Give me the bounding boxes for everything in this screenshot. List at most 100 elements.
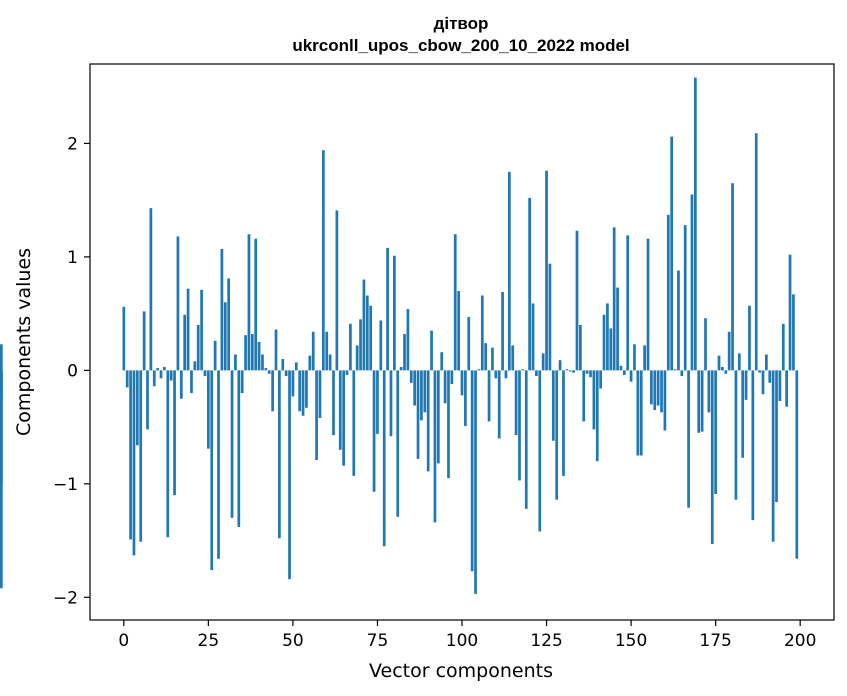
- bar: [264, 368, 268, 371]
- bar: [491, 347, 494, 371]
- bar: [721, 366, 724, 371]
- bar: [369, 305, 373, 371]
- bar: [504, 370, 508, 379]
- bar: [321, 150, 325, 371]
- bar: [196, 324, 200, 371]
- x-tick-label: 75: [367, 631, 389, 651]
- bar: [328, 354, 332, 371]
- bar: [551, 370, 555, 441]
- bar: [139, 370, 143, 542]
- bar: [213, 340, 217, 371]
- bar: [650, 370, 653, 405]
- bar: [284, 370, 288, 377]
- bar: [548, 263, 552, 371]
- bar: [423, 370, 427, 413]
- x-tick-label: 50: [282, 631, 304, 651]
- bar: [335, 210, 339, 371]
- bar: [629, 370, 633, 382]
- bar: [278, 370, 281, 539]
- bar: [602, 314, 606, 371]
- bar: [507, 171, 511, 371]
- bar: [528, 197, 531, 371]
- bar: [237, 370, 241, 527]
- bar: [142, 311, 146, 371]
- bar: [744, 370, 748, 400]
- x-tick-label: 200: [784, 631, 816, 651]
- bar: [683, 225, 687, 371]
- bar: [568, 370, 572, 372]
- bar: [207, 370, 210, 449]
- bar: [450, 370, 454, 384]
- bar: [261, 354, 264, 371]
- bar: [518, 370, 521, 481]
- bar: [291, 370, 295, 397]
- bar: [741, 370, 745, 458]
- bar: [345, 370, 349, 375]
- bar: [342, 370, 345, 466]
- bar: [765, 354, 768, 371]
- bar: [220, 248, 224, 371]
- bar: [355, 345, 359, 371]
- bar: [521, 369, 525, 371]
- y-tick-label: −2: [53, 588, 78, 608]
- bar: [558, 360, 562, 371]
- bar: [0, 370, 3, 589]
- bar: [501, 292, 504, 371]
- bar: [497, 370, 501, 439]
- bar: [697, 370, 701, 433]
- bar: [727, 331, 731, 371]
- bar: [680, 370, 684, 377]
- bar: [626, 235, 630, 371]
- bar: [426, 370, 430, 472]
- bar: [771, 370, 775, 542]
- bar: [332, 370, 335, 436]
- bar: [612, 227, 616, 371]
- x-axis-ticks: 0 25 50 75 100 125 150 175 200: [118, 620, 816, 651]
- y-axis-ticks: −2 −1 0 1 2: [53, 134, 90, 608]
- bar: [223, 302, 227, 371]
- bar: [247, 234, 251, 371]
- bar: [318, 370, 322, 419]
- bar: [646, 238, 650, 371]
- bar: [704, 318, 707, 371]
- x-tick-label: 100: [446, 631, 478, 651]
- bar: [460, 370, 464, 396]
- chart-subtitle: ukrconll_upos_cbow_200_10_2022 model: [292, 36, 629, 55]
- x-axis-label: Vector components: [369, 660, 553, 682]
- bar: [311, 331, 315, 371]
- bar: [352, 370, 356, 476]
- chart-title: дітвор: [434, 14, 489, 33]
- bar: [298, 370, 302, 412]
- bar: [393, 255, 396, 371]
- bar: [710, 370, 714, 544]
- bar: [751, 370, 755, 521]
- x-tick-label: 25: [198, 631, 220, 651]
- bar: [643, 345, 646, 371]
- y-tick-label: −1: [53, 475, 78, 495]
- bar: [494, 370, 498, 379]
- bar: [399, 366, 403, 371]
- bar: [301, 370, 305, 416]
- bar: [477, 369, 481, 371]
- bar: [636, 370, 640, 456]
- bar: [125, 370, 129, 388]
- bar: [288, 370, 291, 580]
- bar: [707, 370, 711, 413]
- bar: [622, 370, 626, 375]
- bar-series: [0, 77, 799, 594]
- bar: [538, 370, 542, 532]
- bar: [267, 370, 271, 374]
- bar: [403, 334, 406, 371]
- bar: [152, 370, 156, 387]
- bar: [406, 309, 410, 371]
- bar: [511, 345, 515, 371]
- bar: [135, 370, 139, 446]
- bar: [413, 370, 417, 406]
- y-tick-label: 1: [67, 248, 78, 268]
- bar: [440, 352, 444, 371]
- bar: [616, 287, 619, 371]
- y-tick-label: 0: [67, 361, 78, 381]
- bar: [173, 370, 176, 496]
- bar: [677, 270, 680, 371]
- bar: [186, 288, 190, 371]
